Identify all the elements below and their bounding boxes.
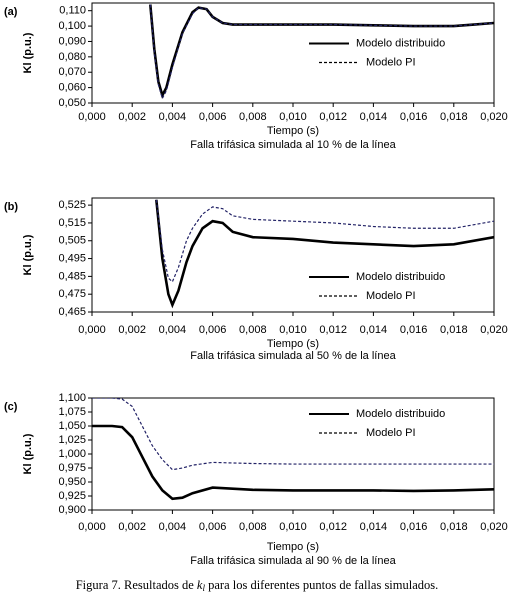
x-tick-label: 0,006 (199, 324, 227, 336)
x-tick-label: 0,010 (279, 324, 307, 336)
subtitle: Falla trifásica simulada al 90 % de la l… (190, 555, 396, 567)
y-tick-label: 0,080 (58, 51, 86, 63)
x-tick-label: 0,018 (440, 324, 468, 336)
caption-text: para los diferentes puntos de fallas sim… (205, 578, 438, 592)
legend-label: Modelo distribuido (356, 37, 445, 49)
y-tick-label: 0,475 (58, 288, 86, 300)
y-tick-label: 0,090 (58, 35, 86, 47)
y-axis-label: Kl (p.u.) (22, 32, 34, 73)
y-axis-label: Kl (p.u.) (22, 433, 34, 474)
x-tick-label: 0,008 (239, 521, 267, 533)
x-tick-label: 0,002 (118, 111, 146, 123)
x-tick-label: 0,008 (239, 324, 267, 336)
y-tick-label: 0,100 (58, 20, 86, 32)
x-axis-label: Tiempo (s) (267, 338, 319, 350)
y-tick-label: 0,515 (58, 217, 86, 229)
panel-label: (a) (4, 6, 18, 18)
x-tick-label: 0,010 (279, 521, 307, 533)
y-tick-label: 1,050 (58, 420, 86, 432)
x-tick-label: 0,020 (480, 111, 508, 123)
x-tick-label: 0,016 (400, 521, 428, 533)
plot-frame (91, 197, 495, 313)
y-tick-label: 1,025 (58, 434, 86, 446)
x-tick-label: 0,020 (480, 324, 508, 336)
x-tick-label: 0,004 (159, 324, 187, 336)
series-line (92, 424, 494, 501)
x-tick-label: 0,016 (400, 111, 428, 123)
y-tick-label: 0,525 (58, 199, 86, 211)
x-tick-label: 0,020 (480, 521, 508, 533)
series-line (148, 4, 494, 99)
x-tick-label: 0,012 (319, 521, 347, 533)
y-tick-label: 0,465 (58, 306, 86, 318)
caption: Figura 7. Resultados de kl para los dife… (76, 578, 439, 593)
y-tick-label: 0,505 (58, 235, 86, 247)
y-tick-label: 0,975 (58, 462, 86, 474)
y-tick-label: 0,110 (59, 5, 86, 17)
x-tick-label: 0,002 (118, 324, 146, 336)
panel-label: (c) (4, 401, 18, 413)
legend-label: Modelo PI (366, 290, 416, 302)
y-tick-label: 0,900 (58, 504, 86, 516)
y-tick-label: 0,950 (58, 476, 86, 488)
x-tick-label: 0,006 (199, 521, 227, 533)
x-tick-label: 0,014 (360, 111, 388, 123)
x-tick-label: 0,012 (319, 111, 347, 123)
y-tick-label: 1,075 (58, 406, 86, 418)
legend-label: Modelo distribuido (356, 271, 445, 283)
legend-label: Modelo PI (366, 56, 416, 68)
legend-label: Modelo distribuido (356, 408, 445, 420)
x-tick-label: 0,004 (159, 521, 187, 533)
panel-label: (b) (4, 201, 18, 213)
y-axis-label: Kl (p.u.) (22, 234, 34, 275)
series-line (155, 199, 494, 309)
x-tick-label: 0,014 (360, 324, 388, 336)
x-tick-label: 0,012 (319, 324, 347, 336)
series-line (155, 199, 494, 283)
x-axis-label: Tiempo (s) (267, 125, 319, 137)
x-tick-label: 0,000 (78, 324, 106, 336)
x-tick-label: 0,016 (400, 324, 428, 336)
y-tick-label: 1,000 (58, 448, 86, 460)
y-tick-label: 0,050 (58, 97, 86, 109)
series-line (92, 398, 494, 471)
y-tick-label: 0,070 (58, 66, 86, 78)
y-tick-label: 0,925 (58, 490, 86, 502)
y-tick-label: 0,495 (58, 252, 86, 264)
caption-text: Figura 7. Resultados de (76, 578, 197, 592)
x-tick-label: 0,010 (279, 111, 307, 123)
y-tick-label: 0,060 (58, 82, 86, 94)
y-tick-label: 0,485 (58, 270, 86, 282)
x-tick-label: 0,018 (440, 521, 468, 533)
x-tick-label: 0,014 (360, 521, 388, 533)
y-tick-label: 1,100 (58, 392, 86, 404)
x-tick-label: 0,018 (440, 111, 468, 123)
x-tick-label: 0,000 (78, 111, 106, 123)
legend-label: Modelo PI (366, 427, 416, 439)
caption-subscript: l (202, 583, 205, 593)
subtitle: Falla trifásica simulada al 50 % de la l… (190, 350, 396, 362)
x-tick-label: 0,000 (78, 521, 106, 533)
x-tick-label: 0,002 (118, 521, 146, 533)
series-line (149, 4, 494, 100)
subtitle: Falla trifásica simulada al 10 % de la l… (190, 139, 396, 151)
x-axis-label: Tiempo (s) (267, 541, 319, 553)
x-tick-label: 0,008 (239, 111, 267, 123)
caption-symbol: k (197, 578, 203, 592)
x-tick-label: 0,004 (159, 111, 187, 123)
x-tick-label: 0,006 (199, 111, 227, 123)
